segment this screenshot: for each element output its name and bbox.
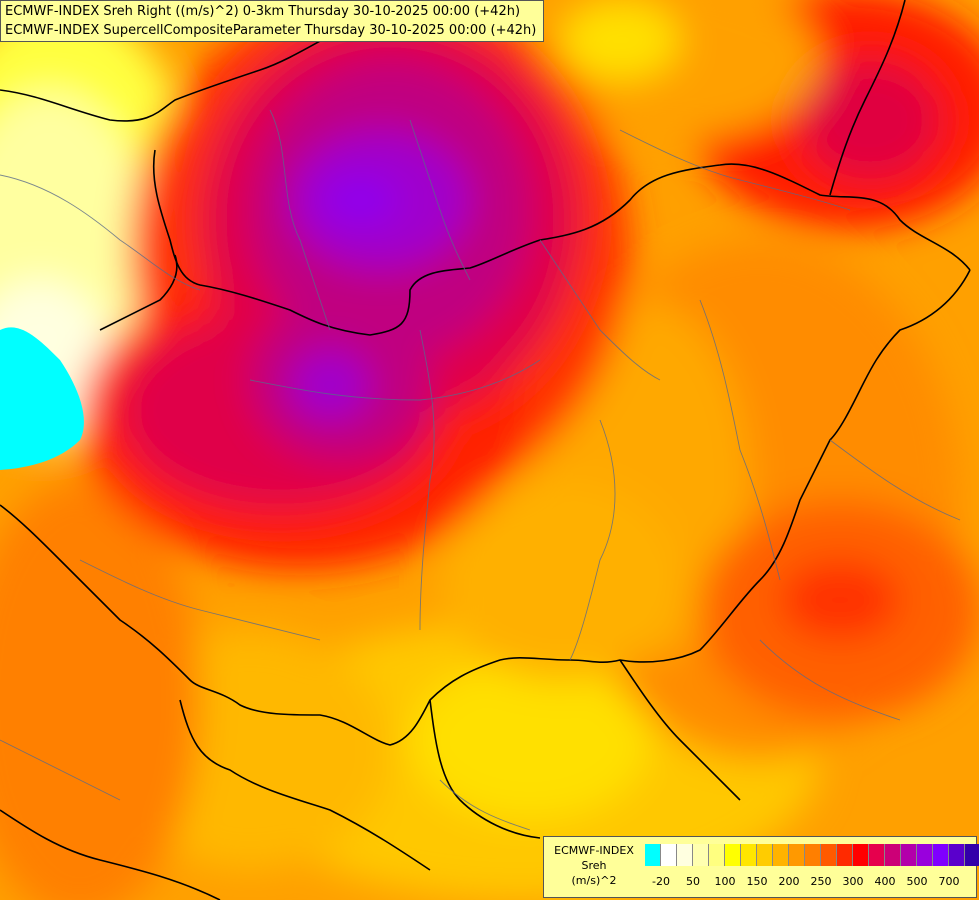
legend-tick-label: 200: [778, 875, 800, 888]
legend-tick-label: 400: [874, 875, 896, 888]
legend-swatch: [661, 844, 677, 866]
legend-swatch: [789, 844, 805, 866]
legend-swatch: [933, 844, 949, 866]
title-line-1: ECMWF-INDEX Sreh Right ((m/s)^2) 0-3km T…: [5, 4, 521, 19]
legend-swatch: [917, 844, 933, 866]
legend-caption: ECMWF-INDEX Sreh (m/s)^2: [544, 843, 644, 888]
legend-tick-label: -20: [652, 875, 670, 888]
legend-swatch: [725, 844, 741, 866]
legend-tick-label: 700: [938, 875, 960, 888]
title-line-2: ECMWF-INDEX SupercellCompositeParameter …: [5, 23, 537, 38]
legend-swatch: [901, 844, 917, 866]
legend-tick-label: 250: [810, 875, 832, 888]
legend-ticks: -20 50 100 150 200 250 300 400 500 700: [645, 875, 975, 891]
legend-swatch: [869, 844, 885, 866]
map-title: ECMWF-INDEX Sreh Right ((m/s)^2) 0-3km T…: [0, 0, 544, 42]
legend-line-1: ECMWF-INDEX: [554, 844, 634, 857]
legend-swatch: [949, 844, 965, 866]
legend-swatch: [773, 844, 789, 866]
legend-swatch: [805, 844, 821, 866]
legend-tick-label: 150: [746, 875, 768, 888]
legend-swatch: [741, 844, 757, 866]
legend-line-3: (m/s)^2: [571, 874, 617, 887]
legend-tick-label: 300: [842, 875, 864, 888]
region-lines: [0, 109, 961, 831]
legend-swatch: [885, 844, 901, 866]
legend-tick-label: 100: [714, 875, 736, 888]
legend-tick-label: 50: [686, 875, 700, 888]
legend-swatch: [757, 844, 773, 866]
color-legend: ECMWF-INDEX Sreh (m/s)^2 -20 50 100 150 200 2…: [543, 836, 979, 898]
legend-swatch: [709, 844, 725, 866]
legend-tick-label: 500: [906, 875, 928, 888]
legend-swatch: [677, 844, 693, 866]
legend-swatch: [693, 844, 709, 866]
legend-swatch: [965, 844, 979, 866]
legend-swatch: [837, 844, 853, 866]
cyan-area: [0, 327, 84, 470]
legend-swatch: [645, 844, 661, 866]
legend-swatch: [853, 844, 869, 866]
legend-swatches: [645, 844, 979, 866]
legend-swatch: [821, 844, 837, 866]
legend-line-2: Sreh: [581, 859, 607, 872]
